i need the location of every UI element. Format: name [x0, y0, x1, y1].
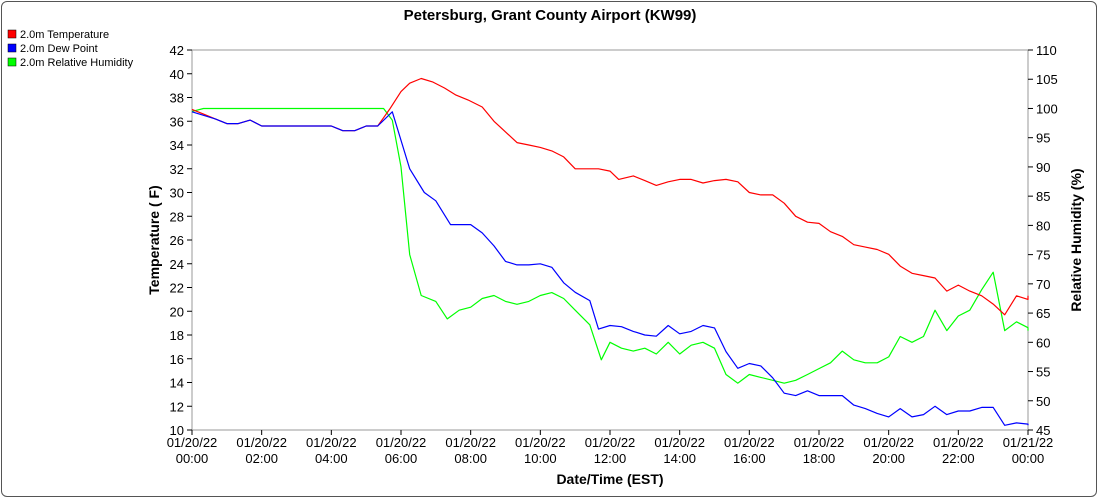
y-tick-label: 12 — [170, 399, 184, 414]
x-tick-date: 01/20/22 — [306, 435, 357, 450]
y2-tick-label: 80 — [1036, 218, 1050, 233]
chart-title: Petersburg, Grant County Airport (KW99) — [404, 7, 697, 24]
y2-tick-label: 65 — [1036, 306, 1050, 321]
x-tick-time: 14:00 — [663, 451, 696, 466]
y-tick-label: 36 — [170, 114, 184, 129]
y-tick-label: 18 — [170, 328, 184, 343]
plot-area — [191, 49, 1029, 431]
legend-swatch — [7, 57, 17, 67]
y2-tick-label: 105 — [1036, 72, 1058, 87]
y-tick-label: 20 — [170, 304, 184, 319]
x-tick-time: 02:00 — [245, 451, 278, 466]
legend: 2.0m Temperature 2.0m Dew Point 2.0m Relat… — [7, 29, 134, 69]
y2-tick-label: 55 — [1036, 365, 1050, 380]
x-tick-date: 01/20/22 — [724, 435, 775, 450]
x-tick-time: 10:00 — [524, 451, 557, 466]
y-tick-label: 24 — [170, 257, 184, 272]
x-tick-time: 00:00 — [1012, 451, 1045, 466]
x-tick-time: 16:00 — [733, 451, 766, 466]
series-line-2-0m-relative-humidity — [191, 107, 1029, 384]
x-tick-time: 04:00 — [315, 451, 348, 466]
y-tick-label: 32 — [170, 162, 184, 177]
x-tick-time: 08:00 — [454, 451, 487, 466]
x-tick-time: 20:00 — [872, 451, 905, 466]
x-tick-time: 00:00 — [176, 451, 209, 466]
x-tick-date: 01/20/22 — [445, 435, 496, 450]
y-tick-label: 34 — [170, 138, 184, 153]
y2-tick-label: 60 — [1036, 335, 1050, 350]
right-axis-ticks: 45 50 55 60 65 70 75 80 85 90 95 100 105 110 — [1028, 43, 1058, 438]
legend-label: 2.0m Dew Point — [20, 43, 98, 55]
y-tick-label: 28 — [170, 209, 184, 224]
x-axis-ticks: 01/20/2200:0001/20/2202:0001/20/2204:000… — [167, 430, 1054, 466]
series-lines — [191, 77, 1029, 426]
y2-tick-label: 100 — [1036, 101, 1058, 116]
y2-tick-label: 85 — [1036, 189, 1050, 204]
x-tick-date: 01/20/22 — [236, 435, 287, 450]
x-axis-label: Date/Time (EST) — [556, 471, 663, 487]
series-line-2-0m-temperature — [191, 77, 1029, 316]
y-tick-label: 22 — [170, 281, 184, 296]
y2-tick-label: 95 — [1036, 131, 1050, 146]
y2-tick-label: 90 — [1036, 160, 1050, 175]
y-axis-label: Temperature ( F) — [146, 185, 162, 294]
y2-axis-label: Relative Humidity (%) — [1068, 168, 1084, 311]
x-tick-date: 01/20/22 — [376, 435, 427, 450]
x-tick-time: 22:00 — [942, 451, 975, 466]
legend-swatch — [7, 43, 17, 53]
x-tick-date: 01/20/22 — [654, 435, 705, 450]
x-tick-date: 01/20/22 — [515, 435, 566, 450]
y2-tick-label: 50 — [1036, 394, 1050, 409]
left-axis-ticks: 10 12 14 16 18 20 22 24 26 28 30 32 34 36 38 40 42 — [170, 43, 192, 438]
x-tick-date: 01/20/22 — [863, 435, 914, 450]
x-tick-date: 01/20/22 — [585, 435, 636, 450]
x-tick-date: 01/20/22 — [794, 435, 845, 450]
y-tick-label: 26 — [170, 233, 184, 248]
y-tick-label: 16 — [170, 352, 184, 367]
series-line-2-0m-dew-point — [191, 111, 1029, 426]
y-tick-label: 10 — [170, 423, 184, 438]
y2-tick-label: 110 — [1036, 43, 1057, 58]
x-tick-date: 01/20/22 — [167, 435, 218, 450]
legend-swatch — [7, 29, 17, 39]
y-tick-label: 38 — [170, 91, 184, 106]
y-tick-label: 30 — [170, 186, 184, 201]
y2-tick-label: 70 — [1036, 277, 1050, 292]
legend-label: 2.0m Relative Humidity — [20, 57, 134, 69]
x-tick-date: 01/21/22 — [1003, 435, 1054, 450]
x-tick-date: 01/20/22 — [933, 435, 984, 450]
x-tick-time: 12:00 — [594, 451, 627, 466]
x-tick-time: 06:00 — [385, 451, 418, 466]
y2-tick-label: 75 — [1036, 248, 1050, 263]
x-tick-time: 18:00 — [803, 451, 836, 466]
y2-tick-label: 45 — [1036, 423, 1050, 438]
legend-label: 2.0m Temperature — [20, 29, 109, 41]
y-tick-label: 40 — [170, 67, 184, 82]
y-tick-label: 42 — [170, 43, 184, 58]
y-tick-label: 14 — [170, 376, 184, 391]
